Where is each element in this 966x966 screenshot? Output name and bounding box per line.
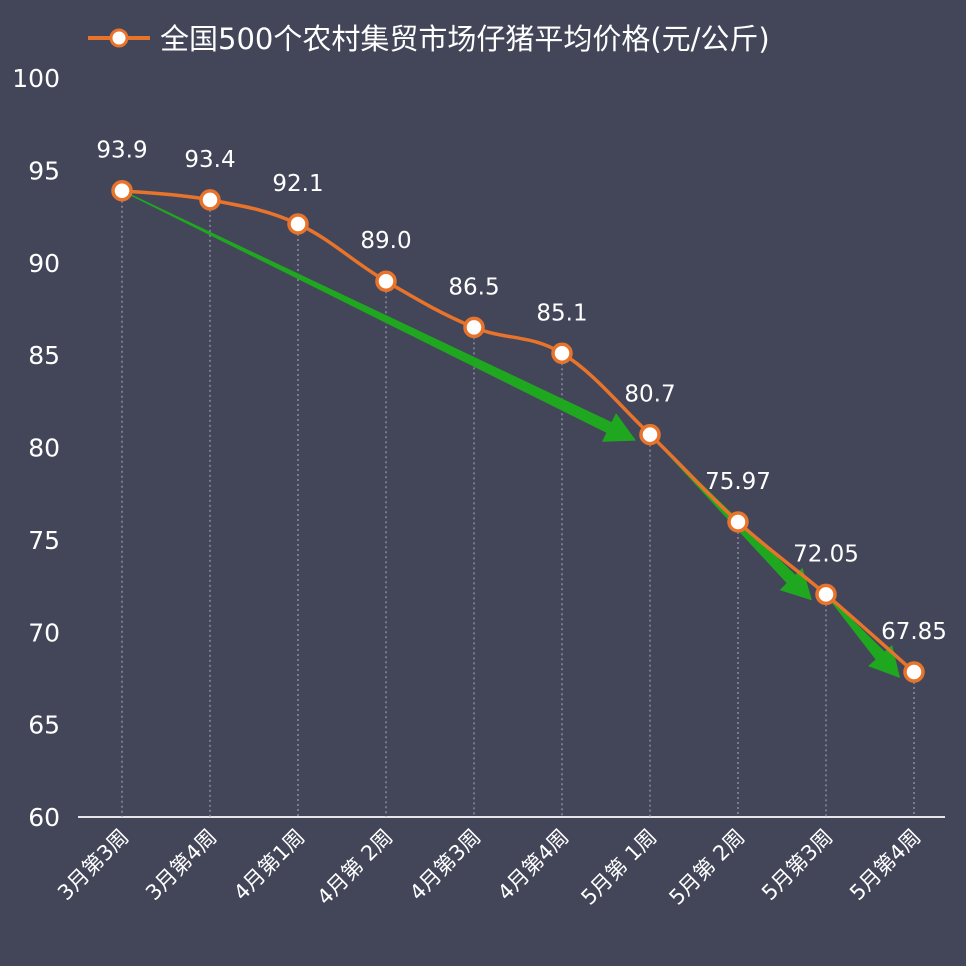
x-tick-label: 3月第3周 <box>53 825 133 905</box>
data-label: 92.1 <box>272 171 323 197</box>
data-point-marker <box>287 213 309 235</box>
y-tick-label: 80 <box>28 434 60 463</box>
data-label: 72.05 <box>793 541 859 567</box>
x-tick-label: 4月第 2周 <box>312 825 397 910</box>
data-point-marker <box>111 179 133 202</box>
data-label: 89.0 <box>360 228 411 254</box>
trend-arrow <box>121 190 636 442</box>
data-point-marker <box>727 511 749 533</box>
y-axis-tick-labels: 100 95 90 85 80 75 70 65 60 <box>12 64 60 832</box>
x-tick-label: 5月第4周 <box>845 825 925 905</box>
series-line <box>121 188 916 674</box>
trend-arrow <box>825 594 900 678</box>
data-point-marker <box>375 270 397 292</box>
data-label: 80.7 <box>624 382 675 408</box>
y-tick-label: 100 <box>12 64 60 93</box>
data-label: 75.97 <box>705 469 771 495</box>
legend-marker-swatch <box>109 28 129 48</box>
y-tick-label: 90 <box>28 249 60 278</box>
x-tick-label: 5月第 1周 <box>576 825 661 910</box>
series-markers <box>111 179 925 683</box>
data-point-marker <box>639 423 661 446</box>
y-tick-label: 95 <box>28 156 60 185</box>
legend-label: 全国500个农村集贸市场仔猪平均价格(元/公斤) <box>160 22 770 56</box>
data-point-marker <box>551 342 573 365</box>
data-point-marker <box>903 661 925 683</box>
drop-lines <box>121 190 915 817</box>
x-tick-label: 4月第3周 <box>405 825 485 905</box>
data-label: 86.5 <box>448 274 499 300</box>
data-label: 67.85 <box>881 619 947 645</box>
legend: 全国500个农村集贸市场仔猪平均价格(元/公斤) <box>88 22 770 56</box>
x-tick-label: 5月第3周 <box>757 825 837 905</box>
series-line-path <box>121 188 916 674</box>
x-tick-label: 4月第4周 <box>493 825 573 905</box>
data-point-marker <box>815 583 837 606</box>
y-tick-label: 60 <box>28 803 60 832</box>
y-tick-label: 75 <box>28 526 60 555</box>
y-tick-label: 70 <box>28 618 60 647</box>
x-tick-label: 5月第 2周 <box>664 825 749 910</box>
data-point-marker <box>463 316 485 339</box>
y-tick-label: 85 <box>28 341 60 370</box>
y-tick-label: 65 <box>28 711 60 740</box>
x-tick-label: 3月第4周 <box>141 825 221 905</box>
x-axis-tick-labels: 3月第3周 3月第4周 4月第1周 4月第 2周 4月第3周 4月第4周 5月第 1周 5月第… <box>53 825 925 910</box>
data-point-marker <box>199 189 221 211</box>
data-label: 93.9 <box>96 138 147 164</box>
data-labels: 93.9 93.4 92.1 89.0 86.5 85.1 80.7 75.97 72.05 67… <box>96 138 947 645</box>
data-label: 85.1 <box>536 300 587 326</box>
trend-arrows <box>121 190 900 678</box>
x-tick-label: 4月第1周 <box>229 825 309 905</box>
data-label: 93.4 <box>184 147 235 173</box>
